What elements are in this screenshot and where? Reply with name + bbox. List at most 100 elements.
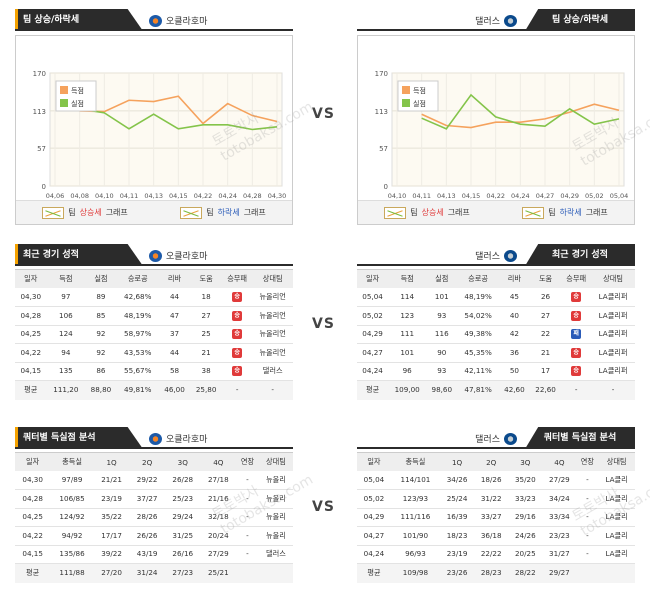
table-cell: 101 [426,288,458,307]
table-cell: 33/27 [474,508,509,527]
table-row: 05,02 123/93 25/24 31/22 33/23 34/24- LA클리 [357,489,635,509]
result-cell: 패 [561,325,592,344]
table-cell: 26/28 [164,471,201,490]
legend-label: 득점 [413,87,426,95]
table-cell: 135/86 [50,545,94,564]
x-tick-label: 04,11 [120,192,139,200]
table-row: 04,24 96/93 23/19 22/22 20/25 31/27- LA클리 [357,545,635,564]
table-cell: 28/22 [508,563,543,583]
column-header: 3Q [164,453,201,471]
table-cell: LA클리퍼 [591,343,635,363]
column-header: 일자 [15,453,51,471]
table-header-row: 일자 득점 실점 승로공 리바 도움 승무패 상대팀 [15,270,293,288]
section-title: 최근 경기 성적 [15,244,143,266]
table-cell: 평균 [357,380,389,400]
section-title: 팀 상승/하락세 [15,9,143,31]
table-cell [258,563,293,583]
table-cell: 22,60 [529,380,562,400]
table-cell: 평균 [15,563,51,583]
table-cell: 40 [498,306,530,326]
table-cell: 04,29 [357,325,389,344]
x-tick-label: 04,27 [536,192,555,200]
legend-swatch [60,86,68,94]
result-badge: 승 [571,310,582,321]
table-cell: 25/21 [200,563,237,583]
team-name: 댈러스 [475,435,500,445]
table-row: 04,27 101 90 45,35% 36 21 승 LA클리퍼 [357,343,635,363]
table-cell: 88,80 [85,380,117,400]
result-badge: 승 [571,347,582,358]
okc-trend-chart: 170 113 57 0 04,06 04,08 04,10 04,11 04,13 04,15 0… [15,35,293,225]
table-cell: LA클리퍼 [591,325,635,344]
table-cell: 28/23 [474,563,509,583]
result-cell: 승 [561,288,592,307]
column-header: 총득실 [50,453,94,471]
table-cell: 04,28 [15,489,51,509]
table-cell: 31/25 [164,526,201,546]
dal-quarter-panel: 댈러스 쿼터별 득실점 분석 일자 총득실 1Q 2Q 3Q 4Q 연장 상대팀 05,04 11… [357,427,635,583]
column-header: 실점 [85,270,117,288]
table-cell: 55,67% [116,362,159,381]
table-cell: 27 [529,306,562,326]
x-tick-label: 04,22 [194,192,213,200]
table-cell: 댈러스 [258,545,293,564]
table-cell: 25,80 [190,380,222,400]
table-cell: 04,24 [357,545,391,564]
team-name: 댈러스 [475,252,500,262]
table-cell: 109,00 [388,380,427,400]
table-cell: LA클리 [598,471,635,490]
table-cell: 97/89 [50,471,94,490]
table-cell: 44 [158,288,191,307]
result-badge: 승 [232,366,243,377]
x-tick-label: 04,24 [511,192,530,200]
table-cell: 34/26 [440,471,475,490]
table-cell: - [236,489,259,509]
table-cell: 29/24 [164,508,201,527]
table-row: 05,04 114/101 34/26 18/26 35/20 27/29- LA클리 [357,471,635,490]
table-cell: 123 [388,306,427,326]
x-tick-label: 04,10 [95,192,114,200]
table-cell: 124/92 [50,508,94,527]
dal-logo-icon [504,14,517,27]
table-cell: 45,35% [457,343,499,363]
table-cell: 26/16 [164,545,201,564]
column-header: 득점 [46,270,86,288]
table-cell: 98,60 [426,380,458,400]
table-cell: 31/24 [129,563,165,583]
table-cell: 43,53% [116,343,159,363]
x-tick-label: 05,04 [610,192,629,200]
column-header: 상대팀 [258,453,293,471]
table-cell: 109/98 [390,563,441,583]
table-cell: - [221,380,253,400]
column-header: 총득실 [390,453,441,471]
average-row: 평균 111,20 88,80 49,81% 46,00 25,80- - [15,380,293,400]
table-cell: 93 [426,362,458,381]
section-title: 쿼터별 득실점 분석 [525,427,635,449]
table-cell: 38 [190,362,222,381]
column-header: 2Q [474,453,509,471]
table-cell: 47,81% [457,380,499,400]
dal-trend-panel: 댈러스 팀 상승/하락세 170 113 57 0 04,10 04,11 04,13 04,… [357,9,635,225]
dal-recent-panel: 댈러스 최근 경기 성적 일자 득점 실점 승로공 리바 도움 승무패 상대팀 05,04 114… [357,244,635,400]
table-cell: - [576,508,599,527]
dal-recent-table: 일자 득점 실점 승로공 리바 도움 승무패 상대팀 05,04 114 101 48,19% 45 26… [357,270,635,400]
table-cell: 101/90 [390,526,441,546]
table-cell [236,563,259,583]
section-title: 쿼터별 득실점 분석 [15,427,143,449]
legend-label: 득점 [71,87,84,95]
table-cell: 106 [46,306,86,326]
table-cell: 37/27 [129,489,165,509]
table-cell: 97 [46,288,86,307]
table-row: 04,15 135/86 39/22 43/19 26/16 27/29- 댈러스 [15,545,293,564]
table-row: 04,25 124 92 58,97% 37 25 승 뉴올리언 [15,325,293,344]
table-cell: LA클리퍼 [591,288,635,307]
okc-trend-header: 팀 상승/하락세 오클라호마 [15,9,293,31]
series-line [79,95,278,125]
x-tick-label: 04,08 [70,192,89,200]
table-cell: 101 [388,343,427,363]
table-cell: 37 [158,325,191,344]
table-cell: - [576,526,599,546]
table-cell: - [236,508,259,527]
result-badge: 승 [232,347,243,358]
table-cell: 111,20 [46,380,86,400]
